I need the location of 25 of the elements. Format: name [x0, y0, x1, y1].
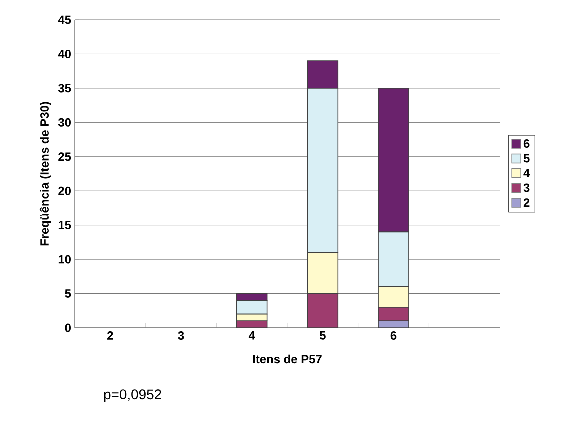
x-tick-label: 4: [248, 332, 256, 340]
legend-label: 4: [524, 169, 530, 178]
text: p=0,0952: [104, 390, 162, 402]
bar: [378, 307, 410, 322]
x-tick-label: 3: [178, 332, 184, 340]
y-tick-label: 5: [65, 290, 72, 298]
y-tick-label: 40: [58, 50, 71, 58]
y-axis-title: Freqüência (Itens de P30): [40, 102, 52, 246]
x-tick-label: 5: [320, 332, 326, 340]
y-tick-label: 35: [58, 84, 72, 93]
x-tick-label: 2: [108, 332, 114, 340]
y-tick-label: 45: [58, 16, 72, 24]
y-tick-label: 20: [58, 186, 71, 196]
y-tick-label: 0: [65, 324, 71, 332]
legend-label: 6: [524, 140, 530, 148]
y-tick-label: 25: [58, 152, 72, 162]
x-axis-title: Itens de P57: [253, 354, 322, 364]
y-tick-label: 10: [58, 255, 71, 264]
legend-label: 2: [524, 198, 530, 207]
y-tick-label: 30: [58, 118, 71, 127]
y-tick-label: 15: [58, 221, 72, 230]
legend-label: 3: [524, 184, 530, 192]
bar: [307, 293, 339, 328]
legend-label: 5: [524, 154, 530, 163]
x-tick-label: 6: [390, 332, 397, 340]
